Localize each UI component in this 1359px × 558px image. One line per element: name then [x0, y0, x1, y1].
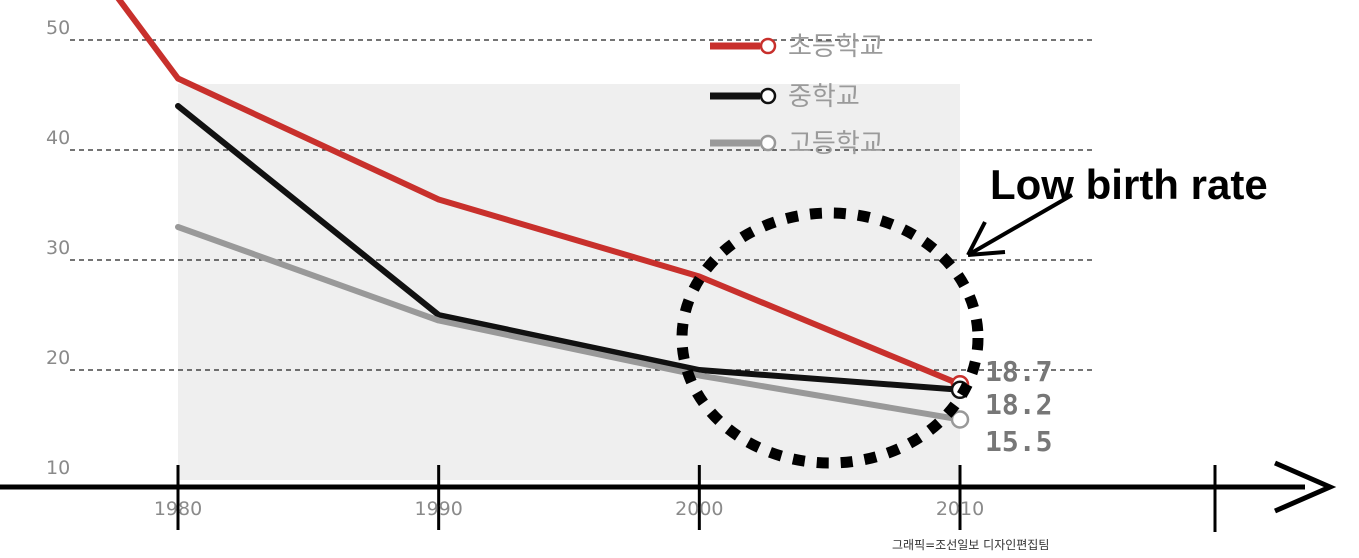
legend-item-2: 고등학교 [710, 129, 884, 159]
x-tick-1990: 1990 [414, 498, 462, 520]
y-tick-40: 40 [46, 127, 70, 149]
legend-item-1: 중학교 [710, 82, 860, 112]
end-value-label: 15.5 [985, 425, 1052, 458]
credit-text: 그래픽=조선일보 디자인편집팀 [892, 538, 1049, 552]
data-point [950, 410, 970, 429]
x-tick-2010: 2010 [936, 498, 984, 520]
end-value-label: 18.2 [985, 388, 1052, 421]
x-tick-1980: 1980 [154, 498, 202, 520]
legend-label: 중학교 [788, 82, 860, 112]
annotation-arrow-line [967, 193, 1073, 257]
y-tick-50: 50 [46, 17, 70, 39]
legend-marker-icon [759, 37, 777, 55]
legend-marker-icon [759, 134, 777, 152]
y-tick-30: 30 [46, 237, 70, 259]
series-line-1 [175, 103, 963, 393]
series-line-0-extension [115, 0, 181, 82]
legend-label: 고등학교 [788, 129, 884, 159]
end-value-label: 18.7 [985, 355, 1052, 388]
annotation-arrow-icon [966, 221, 1006, 257]
series-line-0 [175, 75, 963, 388]
legend-item-0: 초등학교 [710, 32, 884, 62]
series-line-2 [175, 224, 963, 423]
legend-marker-icon [759, 87, 777, 105]
annotation-text: Low birth rate [990, 161, 1268, 208]
x-tick-2000: 2000 [675, 498, 723, 520]
highlight-circle [676, 207, 984, 469]
x-axis-arrow-icon [1274, 460, 1337, 514]
y-tick-20: 20 [46, 347, 70, 369]
legend-label: 초등학교 [788, 32, 884, 62]
y-tick-10: 10 [46, 457, 70, 479]
